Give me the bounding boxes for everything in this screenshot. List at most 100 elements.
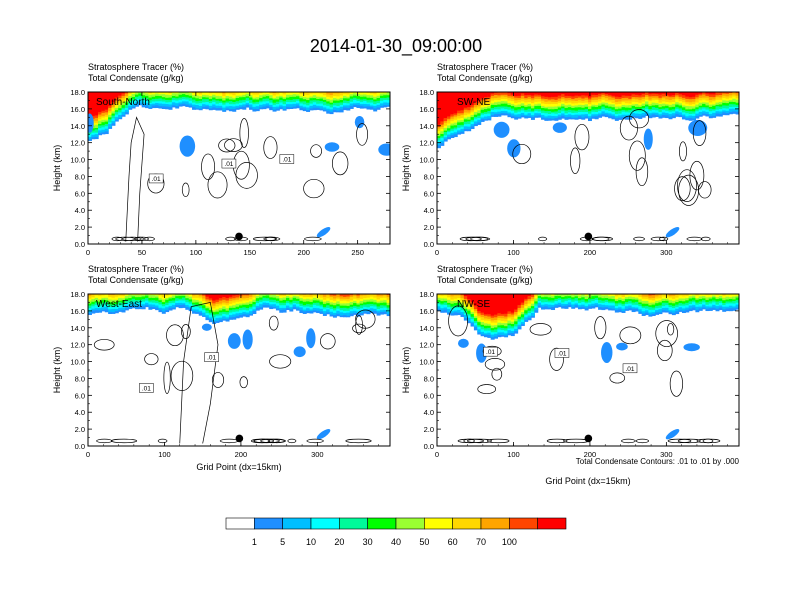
y-tick-label: 10.0 bbox=[419, 358, 434, 367]
figure-title: 2014-01-30_09:00:00 bbox=[310, 36, 482, 57]
y-tick-label: 6.0 bbox=[424, 189, 434, 198]
contour bbox=[252, 236, 277, 242]
panel-south-north: Stratosphere Tracer (%)Total Condensate … bbox=[52, 62, 391, 257]
contour bbox=[457, 438, 484, 444]
contour-label: .01 bbox=[557, 350, 566, 357]
contour bbox=[491, 367, 503, 381]
contour bbox=[549, 347, 564, 371]
colorbar-label: 40 bbox=[391, 537, 401, 547]
colorbar-label: 50 bbox=[419, 537, 429, 547]
tracer-field: .01 .01 .01 bbox=[88, 92, 390, 244]
y-tick-label: 6.0 bbox=[75, 189, 85, 198]
tracer-blob bbox=[316, 428, 331, 440]
colorbar-label: 10 bbox=[306, 537, 316, 547]
contour bbox=[655, 320, 678, 347]
contour-label-box bbox=[204, 352, 219, 362]
contour bbox=[218, 138, 236, 153]
y-tick-label: 14.0 bbox=[419, 324, 434, 333]
y-tick-label: 10.0 bbox=[70, 156, 85, 165]
contour bbox=[287, 438, 297, 444]
y-tick-label: 8.0 bbox=[75, 374, 85, 383]
colorbar-swatch bbox=[282, 517, 312, 530]
contour-label: .01 bbox=[224, 161, 233, 168]
tracer-blob bbox=[616, 342, 628, 351]
y-tick-label: 2.0 bbox=[75, 223, 85, 232]
field-label-tracer: Stratosphere Tracer (%) bbox=[437, 62, 533, 72]
tracer-blob bbox=[643, 128, 653, 150]
colorbar-swatch bbox=[424, 517, 453, 530]
x-tick-label: 0 bbox=[435, 248, 439, 257]
y-axis-label: Height (km) bbox=[401, 347, 411, 394]
contour bbox=[477, 384, 497, 395]
y-tick-label: 16.0 bbox=[419, 105, 434, 114]
tracer-blob bbox=[665, 226, 680, 238]
y-tick-label: 18.0 bbox=[419, 290, 434, 299]
contour bbox=[486, 438, 510, 444]
contour bbox=[181, 182, 190, 197]
contour bbox=[320, 333, 336, 350]
colorbar-swatch bbox=[509, 517, 538, 530]
y-tick-label: 4.0 bbox=[75, 206, 85, 215]
tracer-blob bbox=[227, 333, 241, 349]
contour bbox=[678, 174, 699, 206]
x-axis-label: Grid Point (dx=15km) bbox=[196, 462, 281, 472]
contour bbox=[512, 143, 532, 165]
contour bbox=[253, 438, 280, 444]
colorbar-label: 60 bbox=[448, 537, 458, 547]
contour-label-box bbox=[148, 173, 164, 184]
x-tick-label: 200 bbox=[297, 248, 310, 257]
contour bbox=[635, 157, 649, 187]
contour bbox=[157, 438, 168, 444]
x-tick-label: 200 bbox=[235, 450, 248, 459]
contour bbox=[356, 123, 368, 146]
y-axis-label: Height (km) bbox=[52, 145, 62, 192]
panel-label: West-East bbox=[96, 299, 142, 310]
x-tick-label: 0 bbox=[86, 450, 90, 459]
y-axis-label: Height (km) bbox=[401, 145, 411, 192]
contour bbox=[211, 372, 225, 388]
colorbar-swatch bbox=[452, 517, 482, 530]
contour-label-box bbox=[279, 154, 295, 164]
y-tick-label: 8.0 bbox=[424, 172, 434, 181]
contour bbox=[331, 151, 349, 176]
contour bbox=[265, 236, 276, 242]
tracer-blob bbox=[378, 143, 390, 156]
contour bbox=[658, 236, 669, 242]
panel-label: SW-NE bbox=[457, 97, 490, 108]
contour-label: .01 bbox=[625, 366, 634, 373]
panel-label: NW-SE bbox=[457, 299, 490, 310]
colorbar-swatch bbox=[537, 517, 567, 530]
contour bbox=[633, 236, 645, 242]
y-tick-label: 0.0 bbox=[424, 240, 434, 249]
contour bbox=[181, 324, 191, 339]
contour bbox=[304, 236, 322, 242]
y-tick-label: 14.0 bbox=[70, 324, 85, 333]
contour bbox=[628, 140, 646, 171]
x-axis-label: Grid Point (dx=15km) bbox=[545, 476, 630, 486]
colorbar-swatch bbox=[310, 517, 340, 530]
contour bbox=[267, 438, 286, 444]
x-tick-label: 150 bbox=[244, 248, 257, 257]
contour bbox=[619, 115, 638, 141]
tracer-blob bbox=[601, 341, 613, 364]
contour bbox=[239, 118, 249, 148]
y-tick-label: 14.0 bbox=[70, 122, 85, 131]
contour-label: .01 bbox=[207, 355, 216, 362]
y-tick-label: 0.0 bbox=[75, 442, 85, 451]
x-tick-label: 100 bbox=[190, 248, 203, 257]
panel-nw-se: Stratosphere Tracer (%)Total Condensate … bbox=[401, 264, 740, 486]
y-tick-label: 2.0 bbox=[75, 425, 85, 434]
x-tick-label: 0 bbox=[435, 450, 439, 459]
panel-sw-ne: Stratosphere Tracer (%)Total Condensate … bbox=[401, 62, 740, 257]
colorbar-label: 100 bbox=[502, 537, 517, 547]
colorbar-label: 1 bbox=[252, 537, 257, 547]
contour bbox=[546, 438, 568, 444]
colorbar-swatch bbox=[480, 517, 510, 530]
y-tick-label: 4.0 bbox=[424, 408, 434, 417]
field-label-tracer: Stratosphere Tracer (%) bbox=[88, 62, 184, 72]
tracer-blob bbox=[665, 428, 680, 440]
x-tick-label: 300 bbox=[660, 450, 673, 459]
contour bbox=[179, 302, 219, 444]
tracer-blob bbox=[242, 329, 253, 350]
contour bbox=[679, 141, 687, 162]
